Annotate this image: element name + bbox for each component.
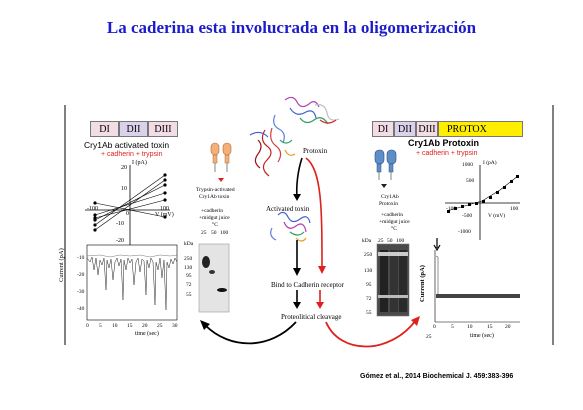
right-blot-lane-100: 100 bbox=[396, 238, 405, 244]
right-trace-xtick-10: 10 bbox=[467, 324, 473, 330]
left-trace-ytick-30: -30 bbox=[77, 289, 85, 295]
left-blot-marker-55: 55 bbox=[186, 292, 192, 298]
left-iv-xtick-neg: -100 bbox=[87, 206, 98, 212]
right-blot-marker-130: 130 bbox=[364, 268, 373, 274]
right-iv-ytick-m500: -500 bbox=[462, 213, 473, 219]
left-blot-lane-100: 100 bbox=[220, 230, 229, 236]
right-blot-marker-72: 72 bbox=[366, 296, 372, 302]
right-iv-ytick-500: 500 bbox=[466, 178, 475, 184]
left-iv-ytick-20: 20 bbox=[121, 165, 127, 171]
right-iv-xlabel: V (mV) bbox=[488, 213, 506, 219]
left-iv-ytick-m10: -10 bbox=[116, 221, 124, 227]
right-blot-lane-50: 50 bbox=[387, 238, 393, 244]
left-blot-caption-5: °C bbox=[212, 222, 218, 228]
left-trace-xtick-5: 5 bbox=[99, 323, 102, 329]
right-blot-lane-25: 25 bbox=[378, 238, 384, 244]
left-blot-caption-1: Trypsin-activated bbox=[196, 187, 235, 193]
left-blot-marker-72: 72 bbox=[186, 282, 192, 288]
label-proteolytic-cleavage: Proteolitical cleavage bbox=[281, 313, 342, 321]
right-blot-caption-2: Protoxin bbox=[379, 201, 398, 207]
right-trace-xtick-5: 5 bbox=[451, 324, 454, 330]
right-blot-bands bbox=[376, 243, 410, 317]
left-iv-xtick-pos: 100 bbox=[160, 206, 169, 212]
left-blot-marker-95: 95 bbox=[186, 273, 192, 279]
label-activated-toxin: Activated toxin bbox=[266, 205, 310, 213]
right-blot-marker-250: 250 bbox=[364, 252, 373, 258]
left-toxin-title: Cry1Ab activated toxin bbox=[84, 140, 170, 150]
left-blot-lane-50: 50 bbox=[211, 230, 217, 236]
left-trace-ytick-40: -40 bbox=[77, 306, 85, 312]
left-blot-caption-3: +cadherin bbox=[201, 208, 224, 214]
right-trace-ylabel: Current (pA) bbox=[419, 265, 426, 302]
domain-diii: DIII bbox=[148, 121, 178, 137]
left-blot-lane-25: 25 bbox=[201, 230, 207, 236]
right-trace-plot bbox=[433, 238, 520, 323]
right-iv-ylabel: I (pA) bbox=[483, 160, 497, 166]
left-iv-ylabel: I (pA) bbox=[132, 160, 147, 166]
cadherin-icon-right bbox=[374, 149, 397, 188]
left-iv-xlabel: V (mV) bbox=[155, 212, 174, 218]
right-trace-xlabel: time (sec) bbox=[470, 333, 494, 339]
right-toxin-title: Cry1Ab Protoxin bbox=[408, 138, 480, 148]
right-blot-caption-1: Cry1Ab bbox=[381, 194, 399, 200]
protein-structure-activated bbox=[270, 211, 311, 242]
left-trace-xtick-0: 0 bbox=[86, 323, 89, 329]
left-trace-plot bbox=[86, 244, 178, 321]
left-trace-xtick-30: 30 bbox=[172, 323, 178, 329]
left-iv-xtick-zero: 0 bbox=[126, 211, 129, 217]
left-trace-ytick-10: -10 bbox=[77, 255, 85, 261]
left-blot-marker-130: 130 bbox=[184, 265, 193, 271]
left-domain-bar: DI DII DIII bbox=[90, 121, 178, 137]
domain-di-right: DI bbox=[372, 121, 394, 137]
left-toxin-subtitle: + cadherin + trypsin bbox=[101, 151, 163, 158]
right-blot-marker-95: 95 bbox=[366, 282, 372, 288]
domain-diii-right: DIII bbox=[416, 121, 438, 137]
left-iv-plot bbox=[85, 165, 170, 245]
left-iv-ytick-10: 10 bbox=[121, 186, 127, 192]
right-blot-marker-55: 55 bbox=[366, 310, 372, 316]
left-trace-xtick-20: 20 bbox=[142, 323, 148, 329]
pathway-arrows bbox=[200, 157, 420, 348]
left-trace-ytick-20: -20 bbox=[77, 272, 85, 278]
right-domain-bar: DI DII DIII PROTOX bbox=[372, 121, 523, 137]
left-iv-ytick-m20: -20 bbox=[116, 238, 124, 244]
left-trace-xtick-15: 15 bbox=[127, 323, 133, 329]
domain-dii: DII bbox=[119, 121, 148, 137]
left-trace-xtick-10: 10 bbox=[112, 323, 118, 329]
cadherin-icon-left bbox=[210, 142, 232, 182]
right-iv-plot bbox=[445, 165, 520, 240]
right-trace-xtick-0: 0 bbox=[433, 324, 436, 330]
left-trace-xlabel: time (sec) bbox=[135, 331, 159, 337]
right-toxin-subtitle: + cadherin + trypsin bbox=[416, 150, 478, 157]
domain-protox: PROTOX bbox=[438, 121, 523, 137]
protein-structure-left bbox=[249, 127, 296, 177]
right-iv-ytick-1000: 1000 bbox=[462, 162, 473, 168]
right-blot-caption-5: °C bbox=[391, 226, 397, 232]
left-blot-bands bbox=[198, 243, 230, 313]
right-trace-ytick-25: 25 bbox=[426, 334, 432, 340]
left-blot-kda: kDa bbox=[184, 241, 194, 247]
label-protoxin: Protoxin bbox=[303, 147, 328, 155]
right-blot-caption-3: +cadherin bbox=[381, 212, 404, 218]
right-iv-xtick-neg: -100 bbox=[446, 206, 457, 212]
right-iv-ytick-m1000: -1000 bbox=[458, 229, 471, 235]
protein-structure-top bbox=[273, 96, 340, 144]
right-trace-xtick-20: 20 bbox=[505, 324, 511, 330]
left-blot-marker-250: 250 bbox=[184, 256, 193, 262]
left-trace-xtick-25: 25 bbox=[157, 323, 163, 329]
right-blot-kda: kDa bbox=[362, 238, 372, 244]
left-blot-caption-2: Cry1Ab toxin bbox=[199, 194, 230, 200]
domain-di: DI bbox=[90, 121, 119, 137]
right-trace-xtick-15: 15 bbox=[487, 324, 493, 330]
right-iv-xtick-pos: 100 bbox=[510, 206, 519, 212]
left-trace-ylabel: Current (pA) bbox=[58, 248, 65, 282]
citation: Gómez et al., 2014 Biochemical J. 459:38… bbox=[360, 373, 514, 380]
label-bind-cadherin: Bind to Cadherin receptor bbox=[271, 281, 344, 289]
right-blot-caption-4: +midgut juice bbox=[379, 219, 410, 225]
domain-dii-right: DII bbox=[394, 121, 416, 137]
slide-title: La caderina esta involucrada en la oligo… bbox=[106, 18, 477, 37]
left-blot-caption-4: +midgut juice bbox=[199, 215, 230, 221]
